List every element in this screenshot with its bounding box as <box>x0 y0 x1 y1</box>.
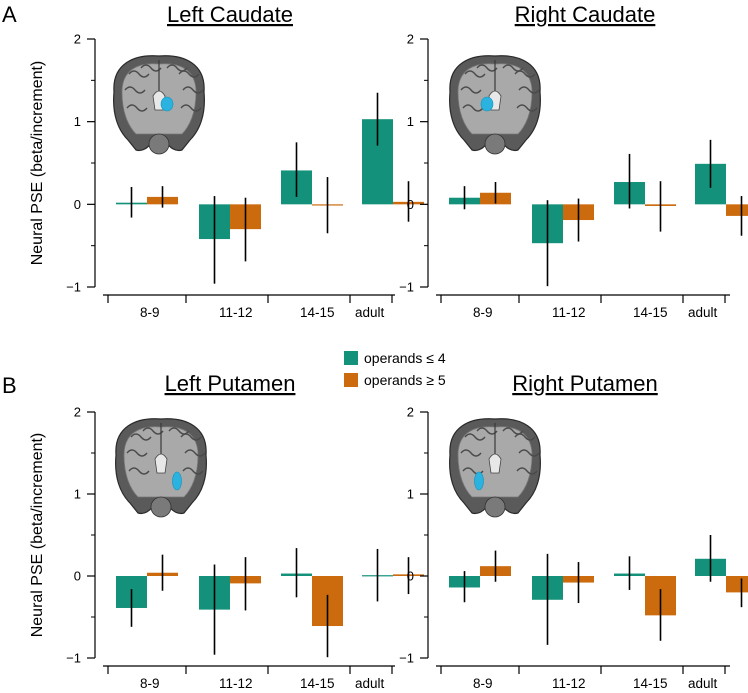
legend-swatch-operands-le-4 <box>344 351 358 365</box>
chart-title: Right Caudate <box>515 2 656 27</box>
legend-label-operands-le-4: operands ≤ 4 <box>364 350 446 366</box>
chart-title: Right Putamen <box>512 371 658 396</box>
x-tick-label-8-9: 8-9 <box>473 305 493 320</box>
x-tick-label-adult: adult <box>688 676 718 691</box>
coronal-brain-right-putamen-icon <box>449 418 541 518</box>
panel-label-a: A <box>2 2 17 27</box>
coronal-brain-left-putamen-icon <box>115 418 207 518</box>
y-tick-label: 2 <box>74 405 81 420</box>
x-tick-label-adult: adult <box>355 305 385 320</box>
y-tick-label: 0 <box>74 197 81 212</box>
legend: operands ≤ 4 operands ≥ 5 <box>344 350 446 388</box>
legend-label-operands-ge-5: operands ≥ 5 <box>364 372 446 388</box>
x-tick-label-14-15: 14-15 <box>633 305 668 320</box>
chart-title: Left Caudate <box>167 2 293 27</box>
x-tick-label-8-9: 8-9 <box>140 305 160 320</box>
y-tick-label: 0 <box>74 569 81 584</box>
panel-label-b: B <box>2 373 17 398</box>
x-tick-label-14-15: 14-15 <box>300 676 335 691</box>
y-tick-label: −1 <box>399 651 414 666</box>
x-tick-label-14-15: 14-15 <box>300 305 335 320</box>
legend-swatch-operands-ge-5 <box>344 373 358 387</box>
x-tick-label-8-9: 8-9 <box>473 676 493 691</box>
x-tick-label-11-12: 11-12 <box>552 305 586 320</box>
chart-title: Left Putamen <box>165 371 296 396</box>
y-axis-label: Neural PSE (beta/increment) <box>29 433 46 638</box>
y-tick-label: 0 <box>407 197 414 212</box>
y-tick-label: 2 <box>407 405 414 420</box>
y-tick-label: 1 <box>74 487 81 502</box>
coronal-brain-right-caudate-icon <box>449 55 541 155</box>
x-tick-label-adult: adult <box>355 676 385 691</box>
y-axis-label: Neural PSE (beta/increment) <box>29 61 46 266</box>
chart-left-putamen: Left Putamen −1 0 1 2 Neural PSE (beta/increm… <box>29 371 424 691</box>
x-tick-label-11-12: 11-12 <box>219 676 253 691</box>
chart-right-caudate: Right Caudate −1 0 1 2 8-9 11-12 14-15 adult <box>399 2 748 320</box>
x-tick-label-adult: adult <box>688 305 718 320</box>
chart-left-caudate: Left Caudate −1 0 1 2 Neural PSE (beta/increm… <box>29 2 424 320</box>
y-tick-label: 1 <box>407 114 414 129</box>
coronal-brain-left-caudate-icon <box>113 55 205 155</box>
y-tick-label: 2 <box>74 32 81 47</box>
x-tick-label-11-12: 11-12 <box>219 305 253 320</box>
y-tick-label: 0 <box>407 569 414 584</box>
bar-adult-operands-5 <box>726 576 748 593</box>
y-tick-label: 1 <box>74 114 81 129</box>
x-tick-label-11-12: 11-12 <box>552 676 586 691</box>
y-tick-label: 2 <box>407 32 414 47</box>
chart-right-putamen: Right Putamen −1 0 1 2 8-9 11-12 14-15 adult <box>399 371 748 691</box>
x-tick-label-8-9: 8-9 <box>140 676 160 691</box>
y-tick-label: −1 <box>66 651 81 666</box>
y-tick-label: 1 <box>407 487 414 502</box>
y-tick-label: −1 <box>66 280 81 295</box>
x-tick-label-14-15: 14-15 <box>633 676 668 691</box>
bar-adult-operands-5 <box>726 204 748 216</box>
y-tick-label: −1 <box>399 280 414 295</box>
